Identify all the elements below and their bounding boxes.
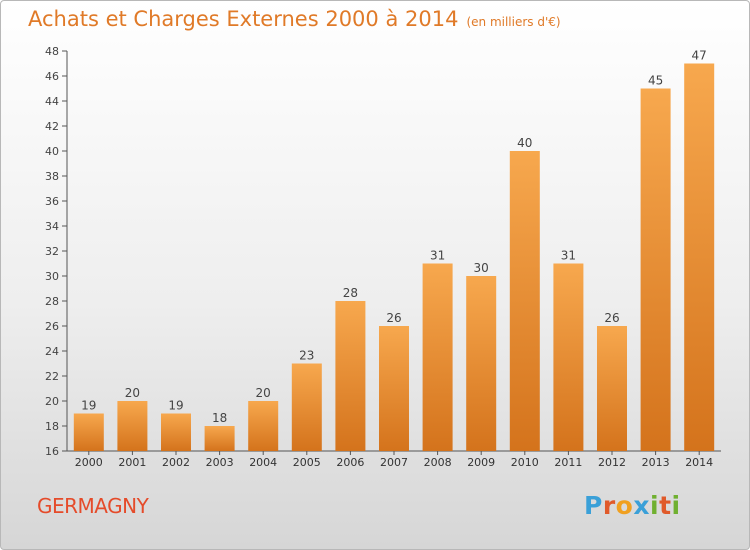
bar	[335, 301, 366, 451]
y-tick-label: 38	[45, 170, 59, 183]
data-label: 47	[692, 49, 707, 63]
y-tick-label: 40	[45, 145, 59, 158]
data-label: 45	[648, 74, 663, 88]
x-tick-label: 2002	[162, 456, 190, 469]
bar	[117, 401, 148, 451]
x-tick-label: 2003	[206, 456, 234, 469]
chart-title: Achats et Charges Externes 2000 à 2014	[28, 7, 459, 31]
bar	[553, 263, 584, 451]
x-tick-label: 2010	[511, 456, 539, 469]
data-label: 19	[168, 399, 183, 413]
x-tick-label: 2005	[293, 456, 321, 469]
x-tick-label: 2008	[424, 456, 452, 469]
bar	[509, 151, 540, 451]
x-tick-label: 2012	[598, 456, 626, 469]
data-label: 26	[386, 311, 401, 325]
y-tick-label: 48	[45, 45, 59, 58]
x-tick-label: 2004	[249, 456, 277, 469]
data-label: 26	[604, 311, 619, 325]
commune-name: GERMAGNY	[37, 494, 149, 518]
bar	[597, 326, 627, 451]
bars	[73, 63, 715, 451]
bar	[161, 413, 191, 451]
x-tick-label: 2006	[336, 456, 364, 469]
y-tick-label: 42	[45, 120, 59, 133]
x-tick-label: 2014	[685, 456, 713, 469]
x-axis: 2000 2001 2002 2003 2004 2005 2006 2007 2008 2009…	[67, 450, 721, 469]
x-tick-label: 2007	[380, 456, 408, 469]
bar	[422, 263, 453, 451]
data-label: 23	[299, 349, 314, 363]
data-label: 28	[343, 286, 358, 300]
data-label: 31	[430, 249, 445, 263]
y-tick-label: 28	[45, 295, 59, 308]
y-tick-label: 34	[45, 220, 59, 233]
y-tick-label: 20	[45, 395, 59, 408]
bar	[640, 88, 671, 451]
y-tick-label: 16	[45, 445, 59, 458]
proxiti-logo: Proxiti	[584, 491, 681, 520]
x-tick-label: 2009	[467, 456, 495, 469]
y-axis: 16 18 20 22 24 26 28 30 32 34 36 38 40 42 44 46 48	[45, 45, 68, 458]
data-labels: 19 20 19 18 20 23 28 26 31 30 40 31 26 45 47	[81, 49, 707, 426]
data-label: 30	[474, 261, 489, 275]
x-tick-label: 2001	[118, 456, 146, 469]
data-label: 31	[561, 249, 576, 263]
data-label: 19	[81, 399, 96, 413]
bar	[204, 426, 235, 451]
y-tick-label: 36	[45, 195, 59, 208]
bar	[466, 276, 497, 451]
x-tick-label: 2000	[75, 456, 103, 469]
chart-subtitle: (en milliers d'€)	[466, 15, 561, 29]
bar	[248, 401, 279, 451]
data-label: 18	[212, 411, 227, 425]
data-label: 40	[517, 136, 532, 150]
y-tick-label: 30	[45, 270, 59, 283]
bar	[73, 413, 104, 451]
y-tick-label: 46	[45, 70, 59, 83]
title-block: Achats et Charges Externes 2000 à 2014 (e…	[28, 7, 561, 31]
y-tick-label: 32	[45, 245, 59, 258]
bar	[379, 326, 409, 451]
y-tick-label: 18	[45, 420, 59, 433]
x-tick-label: 2013	[642, 456, 670, 469]
y-tick-label: 22	[45, 370, 59, 383]
bar	[291, 363, 322, 451]
y-tick-label: 26	[45, 320, 59, 333]
bar	[684, 63, 715, 451]
x-tick-label: 2011	[554, 456, 582, 469]
data-label: 20	[125, 386, 140, 400]
data-label: 20	[256, 386, 271, 400]
y-tick-label: 24	[45, 345, 59, 358]
y-tick-label: 44	[45, 95, 59, 108]
